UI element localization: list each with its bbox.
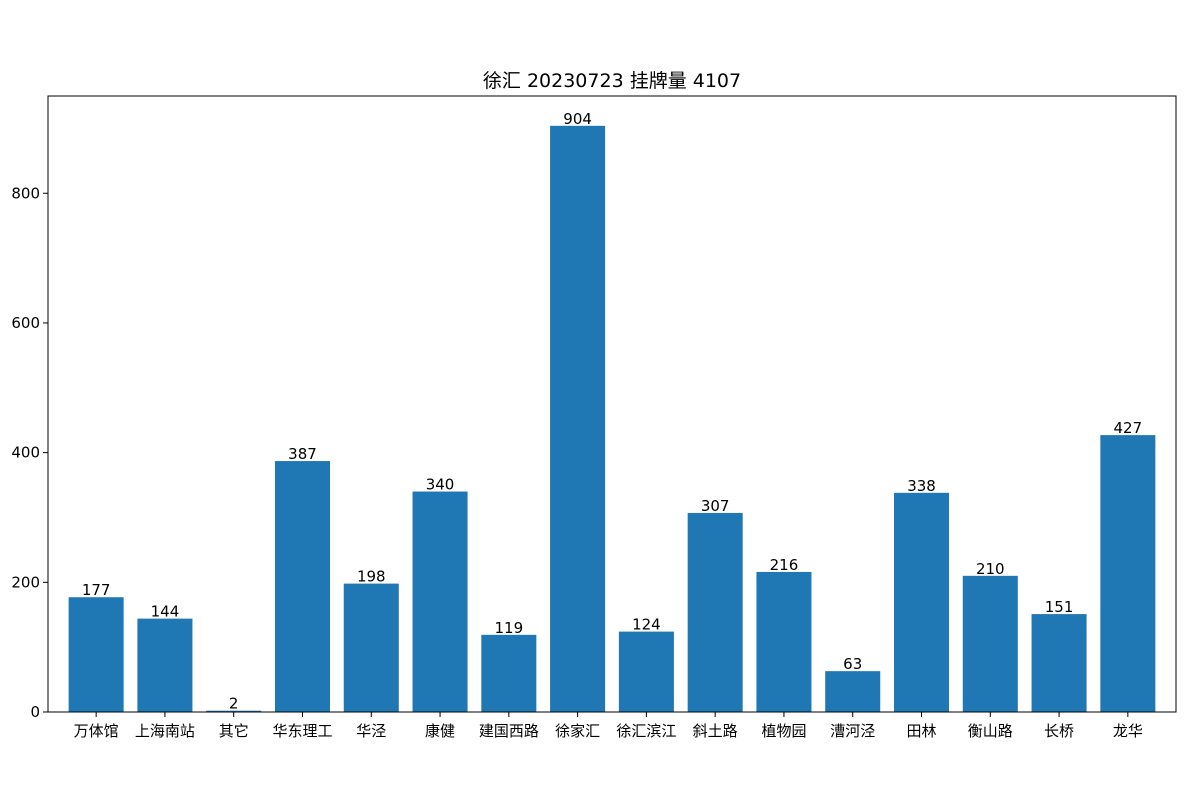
plot-frame [47,95,1177,713]
bar [687,512,743,712]
bar [412,491,468,712]
y-axis: 0 200 400 600 800 [11,184,48,721]
x-tick-label: 田林 [907,722,937,740]
x-tick-label: 长桥 [1044,722,1074,740]
bar [481,634,537,712]
x-tick-label: 植物园 [761,722,806,740]
bar [206,710,262,712]
bar [618,631,674,712]
y-tick-label: 600 [11,314,40,332]
bar [825,671,881,712]
x-tick-label: 龙华 [1113,722,1143,740]
bar-value-label: 216 [770,556,799,574]
bar [550,125,606,712]
y-tick-label: 0 [30,703,40,721]
chart-title: 徐汇 20230723 挂牌量 4107 [483,70,741,92]
x-tick-label: 斜土路 [693,722,738,740]
value-labels-group: 177 144 2 387 198 340 119 904 124 307 216 63 338 210 1… [82,110,1142,713]
bar-value-label: 63 [843,655,862,673]
bar [756,571,812,712]
bar-value-label: 177 [82,581,111,599]
bar-value-label: 387 [288,445,317,463]
x-tick-label: 建国西路 [479,722,539,740]
y-tick-label: 200 [11,573,40,591]
y-tick-label: 800 [11,184,40,202]
x-tick-label: 其它 [219,722,249,740]
bars-group [68,125,1156,712]
bar-value-label: 144 [151,603,180,621]
bar-value-label: 151 [1045,598,1074,616]
y-tick-label: 400 [11,444,40,462]
bar [962,575,1018,712]
bar-value-label: 338 [907,477,936,495]
bar-value-label: 340 [426,476,455,494]
x-tick-label: 康健 [425,722,455,740]
x-tick-label: 华泾 [356,722,386,740]
bar-value-label: 198 [357,568,386,586]
bar-value-label: 307 [701,497,730,515]
bar-value-label: 427 [1114,419,1143,437]
x-tick-label: 漕河泾 [830,722,875,740]
x-tick-label: 徐汇滨江 [616,722,676,740]
bar [68,597,124,712]
bar [1031,614,1087,712]
bar [137,618,193,712]
bar [1100,435,1156,712]
x-axis: 万体馆 上海南站 其它 华东理工 华泾 康健 建国西路 徐家汇 徐汇滨江 斜土路 植物园 漕河泾 田林 衡… [74,712,1143,740]
x-tick-label: 万体馆 [74,722,119,740]
bar-value-label: 2 [229,695,239,713]
bar-value-label: 210 [976,560,1005,578]
x-tick-label: 华东理工 [272,722,332,740]
bar-value-label: 124 [632,616,661,634]
x-tick-label: 衡山路 [968,722,1013,740]
x-tick-label: 上海南站 [135,722,195,740]
bar [274,461,330,712]
bar [894,492,950,712]
bar-value-label: 904 [563,110,592,128]
bar [343,583,399,712]
bar-value-label: 119 [495,619,524,637]
x-tick-label: 徐家汇 [555,722,600,740]
